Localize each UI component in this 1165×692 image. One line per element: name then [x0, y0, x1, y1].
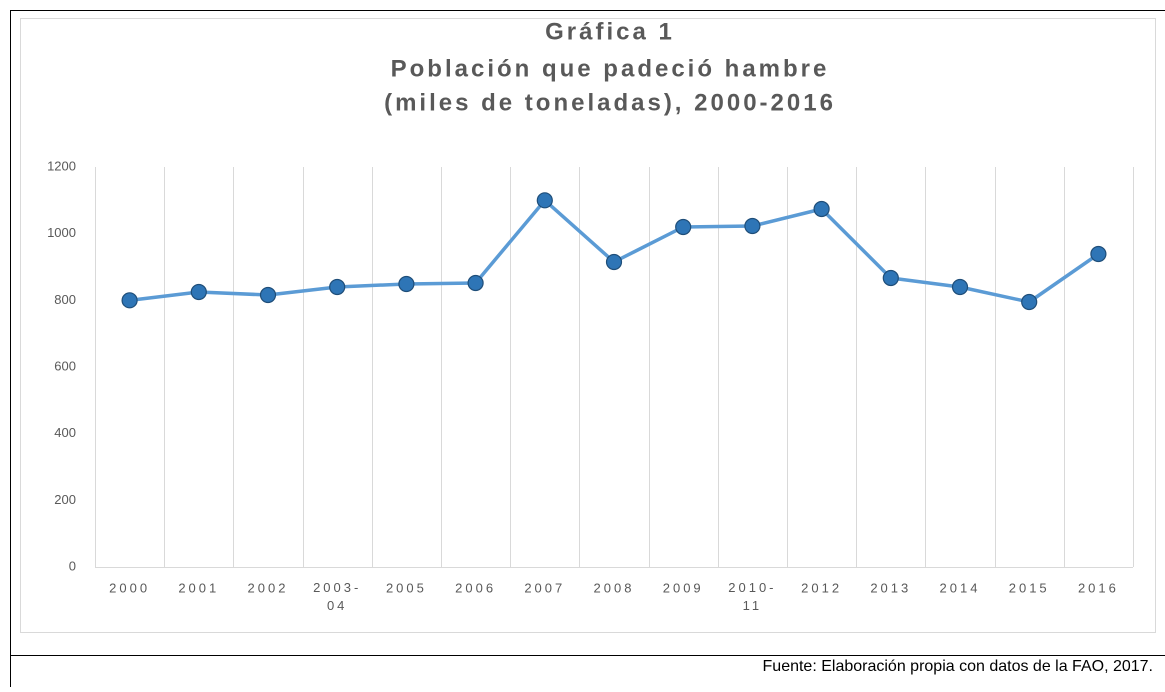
x-tick-label: 2015 [1009, 580, 1050, 595]
y-tick-label: 200 [54, 492, 76, 507]
x-tick-label: 2003-04 [313, 580, 361, 613]
x-tick-label: 2008 [594, 580, 635, 595]
data-point [398, 275, 415, 293]
x-tick-label: 2005 [386, 580, 427, 595]
data-point [744, 217, 761, 235]
x-tick-label: 2006 [455, 580, 496, 595]
x-tick-label: 2000 [109, 580, 150, 595]
x-tick-label: 2012 [801, 580, 842, 595]
data-point [1021, 293, 1038, 311]
x-tick-label: 2016 [1078, 580, 1119, 595]
data-point [882, 269, 899, 287]
data-point [121, 292, 138, 309]
source-note: Fuente: Elaboración propia con datos de … [763, 658, 1153, 675]
y-tick-label: 600 [54, 358, 76, 373]
data-point [951, 278, 969, 296]
x-tick-label: 2014 [940, 580, 981, 595]
data-point [675, 218, 692, 236]
y-tick-label: 1000 [47, 225, 76, 240]
data-point [1090, 245, 1107, 263]
chart-area [20, 18, 1156, 633]
data-point [329, 278, 346, 296]
chart-title: Población que padeció hambre [391, 55, 830, 82]
x-tick-label: 2002 [248, 580, 289, 595]
chart-title: (miles de toneladas), 2000-2016 [384, 89, 836, 116]
data-point [467, 274, 484, 292]
x-tick-label: 2001 [178, 580, 219, 595]
data-point [259, 286, 277, 304]
data-point [605, 253, 623, 271]
x-tick-label: 2009 [663, 580, 704, 595]
y-tick-label: 800 [54, 292, 76, 307]
data-point [190, 283, 207, 301]
chart-title: Gráfica 1 [545, 18, 675, 45]
x-tick-label: 2010-11 [728, 580, 776, 613]
x-tick-label: 2013 [870, 580, 911, 595]
data-point [813, 200, 830, 218]
y-tick-label: 0 [69, 558, 76, 573]
data-point [536, 192, 553, 209]
y-tick-label: 1200 [47, 158, 76, 173]
y-tick-label: 400 [54, 425, 76, 440]
x-tick-label: 2007 [524, 580, 565, 595]
